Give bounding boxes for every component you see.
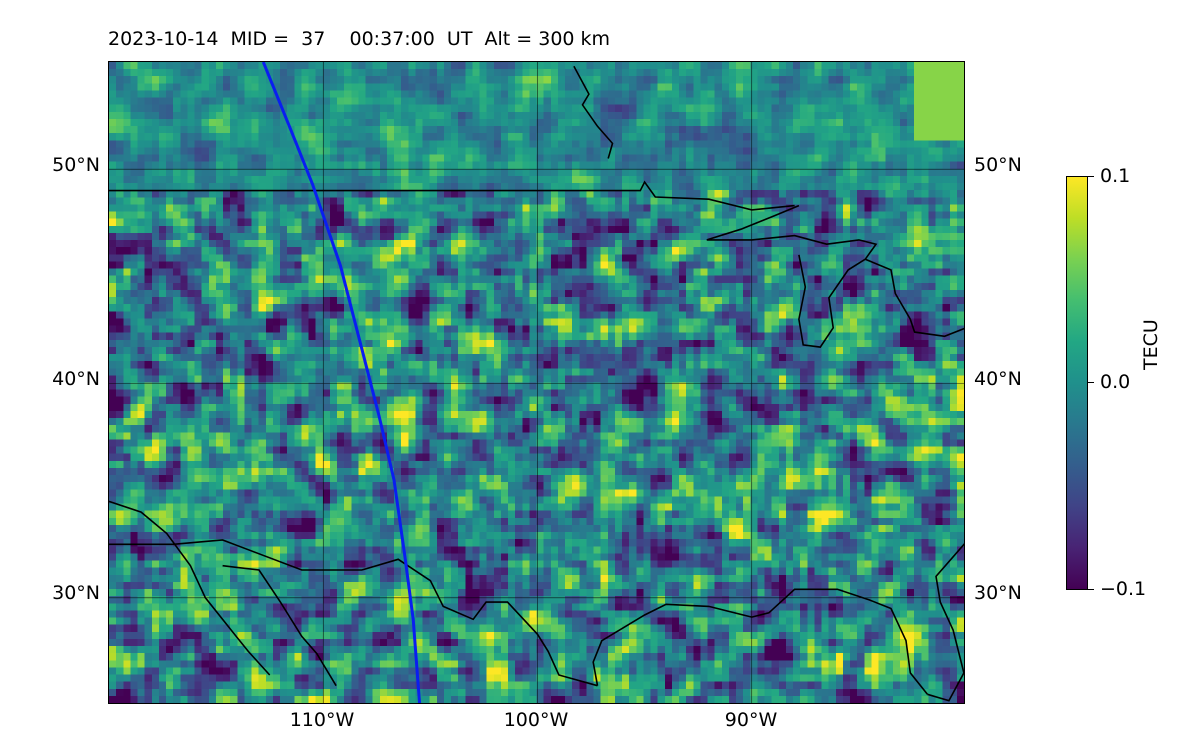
map-title: 2023-10-14 MID = 37 00:37:00 UT Alt = 30… <box>108 28 611 50</box>
coastline-segment <box>706 204 878 348</box>
coastline-segment <box>109 500 271 676</box>
tec-map <box>108 61 965 704</box>
colorbar-label-max: 0.1 <box>1100 165 1131 187</box>
lon-label-90w: 90°W <box>724 709 778 731</box>
lat-label-50-right: 50°N <box>974 154 1022 176</box>
map-overlay <box>109 62 964 703</box>
colorbar-label-min: −0.1 <box>1100 578 1147 600</box>
coastline-segment <box>222 564 337 687</box>
coastline-segment <box>109 539 598 687</box>
lon-label-110w: 110°W <box>289 709 355 731</box>
colorbar <box>1066 176 1088 590</box>
colorbar-tick-bottom <box>1088 589 1094 590</box>
colorbar-title: TECU <box>1140 319 1162 370</box>
coastline-segment <box>864 258 964 338</box>
colorbar-tick-top <box>1088 176 1094 177</box>
coastline-segment <box>573 65 614 159</box>
lon-label-100w: 100°W <box>503 709 569 731</box>
satellite-track <box>261 62 422 703</box>
coastlines <box>109 65 964 702</box>
coastline-segment <box>109 180 795 211</box>
lat-label-40-left: 40°N <box>52 368 100 390</box>
tec-heatmap <box>109 62 964 703</box>
colorbar-tick-mid <box>1088 382 1094 383</box>
lat-label-30-right: 30°N <box>974 582 1022 604</box>
coastline-segment <box>592 588 929 695</box>
lat-label-30-left: 30°N <box>52 582 100 604</box>
lat-label-50-left: 50°N <box>52 154 100 176</box>
coastline-segment <box>927 543 964 702</box>
lat-label-40-right: 40°N <box>974 368 1022 390</box>
colorbar-label-zero: 0.0 <box>1100 371 1131 393</box>
graticule <box>109 62 964 703</box>
